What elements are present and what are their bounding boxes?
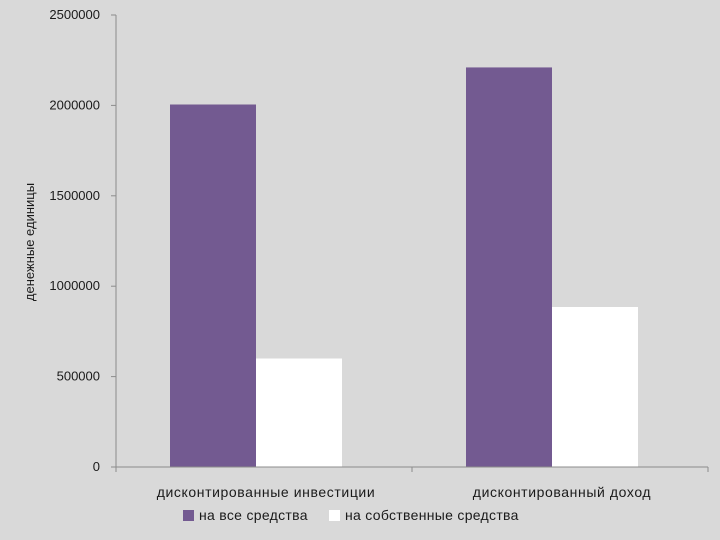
legend-label: на все средства [199,507,308,523]
legend-swatch [329,510,340,521]
bars [170,67,638,467]
y-tick-label: 2500000 [49,7,100,22]
legend: на все средства на собственные средства [183,507,519,523]
y-axis-ticks: 0 500000 1000000 1500000 2000000 2500000 [49,7,116,474]
legend-swatch [183,510,194,521]
axes [115,15,709,472]
y-tick-label: 1500000 [49,188,100,203]
y-tick-label: 1000000 [49,278,100,293]
category-labels: дисконтированные инвестиции дисконтирован… [157,484,651,500]
bar-all-funds-1 [170,104,256,467]
category-label: дисконтированный доход [473,484,651,500]
bar-all-funds-2 [466,67,552,467]
legend-label: на собственные средства [345,507,519,523]
y-axis-title: денежные единицы [22,183,37,301]
bar-own-funds-2 [552,306,638,467]
y-tick-label: 0 [93,459,100,474]
y-tick-label: 2000000 [49,97,100,112]
bar-own-funds-1 [256,358,342,467]
category-label: дисконтированные инвестиции [157,484,376,500]
y-tick-label: 500000 [57,369,100,384]
